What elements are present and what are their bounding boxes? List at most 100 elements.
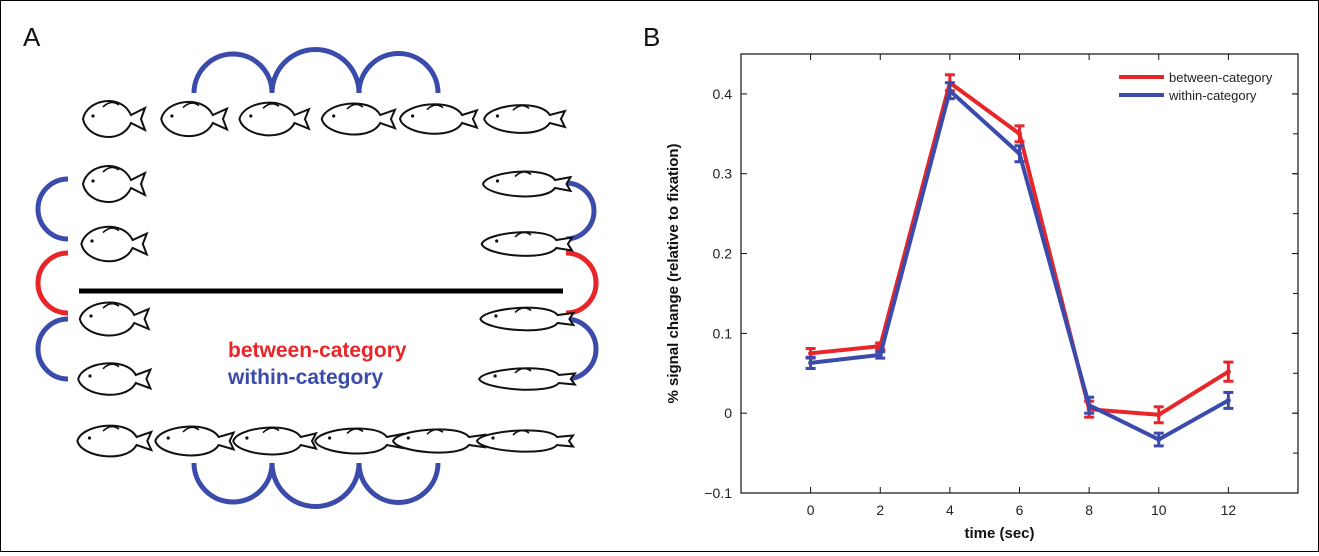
fish-outline bbox=[233, 428, 316, 455]
panel-a-letter: A bbox=[23, 22, 41, 52]
fish-icon bbox=[239, 103, 308, 136]
y-tick-label: −0.1 bbox=[704, 485, 732, 501]
x-tick-label: 0 bbox=[807, 502, 815, 518]
data-point bbox=[1226, 398, 1231, 403]
fish-eye bbox=[491, 436, 494, 439]
fish-icon bbox=[400, 104, 477, 133]
fish-icon bbox=[161, 102, 227, 136]
fish-outline bbox=[83, 166, 145, 202]
fish-icon bbox=[482, 232, 572, 256]
data-point bbox=[1017, 151, 1022, 156]
fish-eye bbox=[407, 436, 410, 439]
fish-icon bbox=[479, 368, 575, 389]
fish-outline bbox=[80, 303, 149, 336]
fish-icon bbox=[83, 166, 145, 202]
fish-outline bbox=[155, 427, 233, 456]
fish-eye bbox=[496, 179, 499, 182]
between-arc bbox=[566, 253, 596, 313]
within-arc bbox=[38, 319, 68, 379]
fish-outline bbox=[83, 101, 145, 137]
fish-icon bbox=[155, 427, 233, 456]
panel-b-letter: B bbox=[643, 22, 660, 52]
fish-outline bbox=[239, 103, 308, 136]
fish-icon bbox=[77, 426, 151, 457]
fish-eye bbox=[245, 436, 248, 439]
data-point bbox=[1156, 412, 1161, 417]
fish-outline bbox=[81, 227, 146, 261]
x-tick-label: 8 bbox=[1085, 502, 1093, 518]
plot-frame bbox=[741, 54, 1298, 493]
fish-icon bbox=[477, 430, 573, 451]
data-point bbox=[1017, 131, 1022, 136]
fish-outline bbox=[400, 104, 477, 133]
fish-outline bbox=[480, 308, 573, 331]
fish-outline bbox=[482, 232, 572, 256]
fish-icon bbox=[393, 429, 485, 452]
data-point bbox=[808, 360, 813, 365]
fish-outline bbox=[77, 426, 151, 457]
panel-a: A between-category within-category bbox=[23, 22, 596, 507]
data-point bbox=[808, 351, 813, 356]
fish-eye bbox=[91, 114, 94, 117]
data-point bbox=[947, 88, 952, 93]
fish-outline bbox=[78, 363, 150, 395]
legend: between-category within-category bbox=[1119, 70, 1273, 103]
fish-icon bbox=[233, 428, 316, 455]
fish-icon bbox=[322, 103, 395, 134]
within-arc bbox=[194, 54, 272, 93]
fish-eye bbox=[90, 239, 93, 242]
x-tick-label: 6 bbox=[1016, 502, 1024, 518]
fish-outline bbox=[477, 430, 573, 451]
fish-icon bbox=[83, 101, 145, 137]
fish-icon bbox=[480, 308, 573, 331]
fish-icon bbox=[315, 428, 402, 453]
fish-outline bbox=[322, 103, 395, 134]
fish-eye bbox=[88, 374, 91, 377]
within-arc bbox=[194, 463, 272, 502]
fish-icon bbox=[80, 303, 149, 336]
fish-icon bbox=[484, 105, 565, 133]
fish-eye bbox=[91, 179, 94, 182]
fish-icon bbox=[81, 227, 146, 261]
x-tick-label: 2 bbox=[876, 502, 884, 518]
fish-outline bbox=[483, 172, 571, 197]
data-point bbox=[878, 352, 883, 357]
fish-grid bbox=[77, 101, 574, 456]
fish-outline bbox=[161, 102, 227, 136]
data-point bbox=[1087, 403, 1092, 408]
between-arc bbox=[38, 253, 68, 313]
x-tick-label: 12 bbox=[1221, 502, 1237, 518]
data-point bbox=[1156, 437, 1161, 442]
fish-eye bbox=[167, 436, 170, 439]
fish-eye bbox=[494, 374, 497, 377]
between-category-label: between-category bbox=[228, 339, 407, 362]
within-arc bbox=[38, 179, 68, 239]
fish-outline bbox=[393, 429, 485, 452]
y-tick-label: 0.1 bbox=[713, 325, 733, 341]
line-chart: −0.100.10.20.30.40 2 4 6 8 10 12time (sec)% si… bbox=[665, 54, 1298, 542]
within-arc bbox=[566, 319, 596, 379]
fish-icon bbox=[483, 172, 571, 197]
x-axis-label: time (sec) bbox=[964, 525, 1034, 542]
x-tick-label: 4 bbox=[946, 502, 954, 518]
fish-eye bbox=[328, 436, 331, 439]
legend-label: between-category bbox=[1169, 70, 1273, 85]
fish-eye bbox=[494, 314, 497, 317]
within-arc bbox=[359, 463, 438, 503]
y-tick-label: 0.4 bbox=[713, 86, 733, 102]
fish-outline bbox=[315, 428, 402, 453]
fish-outline bbox=[484, 105, 565, 133]
within-arc bbox=[272, 50, 359, 94]
within-arc bbox=[272, 463, 359, 507]
y-tick-label: 0 bbox=[724, 405, 732, 421]
y-tick-label: 0.2 bbox=[713, 246, 733, 262]
fish-eye bbox=[496, 114, 499, 117]
legend-label: within-category bbox=[1168, 88, 1257, 103]
data-point bbox=[1226, 369, 1231, 374]
fish-eye bbox=[332, 114, 335, 117]
fish-eye bbox=[170, 114, 173, 117]
fish-eye bbox=[89, 314, 92, 317]
series-between-category bbox=[806, 75, 1234, 423]
fish-eye bbox=[88, 436, 91, 439]
